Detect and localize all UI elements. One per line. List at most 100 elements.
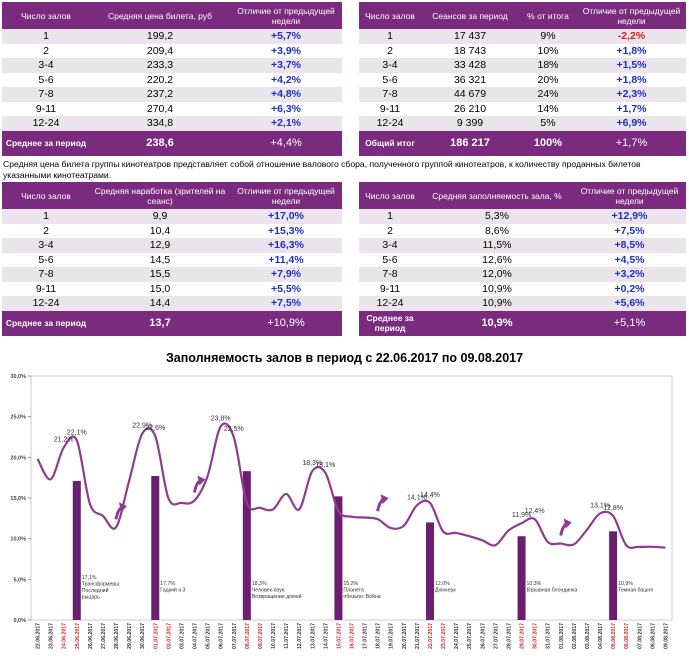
release-value-label: 10,3% [527,581,542,587]
table-row: 5-6 220,2 +4,2% [2,72,342,87]
header-sessions: Сеансов за период [421,2,519,29]
x-tick-label: 30.07.2017 [533,623,539,649]
table-cell: 2 [2,43,90,58]
x-tick-label: 20.07.2017 [402,623,408,649]
table-cell: 14% [519,101,577,116]
table-cell: 9-11 [359,281,421,296]
data-label: 22,1% [67,429,87,436]
release-film-label: Возвращение домой [252,593,302,600]
footer-share: 100% [519,130,577,156]
table-cell: 12-24 [2,116,90,131]
table-cell: 12,6% [421,252,573,267]
x-tick-label: 29.06.2017 [127,623,133,649]
y-tick-label: 15,0% [10,496,26,502]
x-tick-label: 08.08.2017 [650,623,656,649]
y-tick-label: 25,0% [10,415,26,421]
sessions-table-body: 1 17 437 9% -2,2% 2 18 743 10% +1,8% 3-4 33 428 18… [359,29,686,131]
table-row: 5-6 12,6% +4,5% [359,252,686,267]
header-halls: Число залов [2,2,90,29]
header-halls: Число залов [2,182,90,209]
header-halls: Число залов [359,2,421,29]
x-tick-label: 03.08.2017 [585,623,591,649]
table-cell: 14,4 [90,296,230,311]
occupancy-table: Число залов Средняя заполняемость зала, … [359,182,686,336]
release-value-label: 17,1% [82,575,97,581]
change-cell: +11,4% [230,252,342,267]
release-film-label: Дюнкерк [435,588,456,594]
release-film-label: обезьян: Война [343,593,380,600]
x-tick-label: 17.07.2017 [363,623,369,649]
x-tick-label: 27.07.2017 [493,623,499,649]
change-cell: +1,5% [577,58,686,73]
table-cell: 26 210 [421,101,519,116]
release-bar [242,471,251,620]
x-tick-label: 21.07.2017 [415,623,421,649]
change-cell: +17,0% [230,209,342,224]
table-cell: 1 [2,29,90,44]
runtime-table-body: 1 9,9 +17,0% 2 10,4 +15,3% 3-4 12,9 +16,3% 5-6 14,… [2,209,342,311]
table-cell: 9,9 [90,209,230,224]
x-tick-label: 22.06.2017 [36,623,42,649]
x-tick-label: 26.06.2017 [88,623,94,649]
x-tick-label: 13.07.2017 [310,623,316,649]
footer-sessions: 186 217 [421,130,519,156]
footer-label: Среднее за период [2,310,90,336]
x-tick-label: 26.07.2017 [480,623,486,649]
table-row: 5-6 36 321 20% +1,8% [359,72,686,87]
x-tick-label: 28.07.2017 [506,623,512,649]
release-value-label: 12,0% [435,581,450,587]
table-row: 2 8,6% +7,5% [359,223,686,238]
occupancy-table-body: 1 5,3% +12,9% 2 8,6% +7,5% 3-4 11,5% +8,5% 5-6 12,… [359,209,686,311]
table-row: 1 5,3% +12,9% [359,209,686,224]
table-cell: 233,3 [90,58,230,73]
x-tick-label: 28.06.2017 [114,623,120,649]
change-cell: +5,5% [230,281,342,296]
table-row: 7-8 12,0% +3,2% [359,267,686,282]
footer-change: +1,7% [577,130,686,156]
table-row: 2 209,4 +3,9% [2,43,342,58]
y-tick-label: 20,0% [10,455,26,461]
change-cell: +4,8% [230,87,342,102]
change-cell: +12,9% [573,209,686,224]
x-tick-label: 09.07.2017 [258,623,264,649]
x-tick-label: 23.06.2017 [49,623,55,649]
header-change: Отличие от предыдущей недели [573,182,686,209]
x-tick-label: 01.08.2017 [559,623,565,649]
change-cell: +4,5% [573,252,686,267]
header-avg-occupancy: Средняя заполняемость зала, % [421,182,573,209]
table-cell: 270,4 [90,101,230,116]
change-cell: +1,8% [577,72,686,87]
change-cell: +1,8% [577,43,686,58]
table-cell: 33 428 [421,58,519,73]
data-label: 14,1% [407,494,427,501]
table-cell: 9% [519,29,577,44]
change-cell: +0,2% [573,281,686,296]
x-tick-label: 10.07.2017 [271,623,277,649]
occupancy-line [36,422,666,549]
data-label: 12,8% [603,505,623,512]
table-cell: 10,9% [421,281,573,296]
footer-label: Среднее за период [2,130,90,156]
footer-label: Общий итог [359,130,421,156]
table-row: 12-24 9 399 5% +6,9% [359,116,686,131]
footer-avg-runtime: 13,7 [90,310,230,336]
data-label: 23,8% [211,415,231,422]
change-cell: +7,5% [230,296,342,311]
table-cell: 3-4 [2,238,90,253]
table-cell: 334,8 [90,116,230,131]
table-cell: 5-6 [2,252,90,267]
x-tick-label: 18.07.2017 [376,623,382,649]
sessions-table: Число залов Сеансов за период % от итога… [359,2,686,156]
change-cell: +7,9% [230,267,342,282]
x-tick-label: 22.07.2017 [428,623,434,649]
change-cell: +4,2% [230,72,342,87]
x-tick-label: 25.06.2017 [75,623,81,649]
x-tick-label: 02.08.2017 [572,623,578,649]
table-cell: 5-6 [359,252,421,267]
table-row: 12-24 10,9% +5,6% [359,296,686,311]
change-cell: +16,3% [230,238,342,253]
header-change: Отличие от предыдущей недели [230,182,342,209]
x-tick-label: 08.07.2017 [245,623,251,649]
price-table: Число залов Средняя цена билета, руб Отл… [2,2,342,156]
price-table-body: 1 199,2 +5,7% 2 209,4 +3,9% 3-4 233,3 +3,7% 5-6 22… [2,29,342,131]
